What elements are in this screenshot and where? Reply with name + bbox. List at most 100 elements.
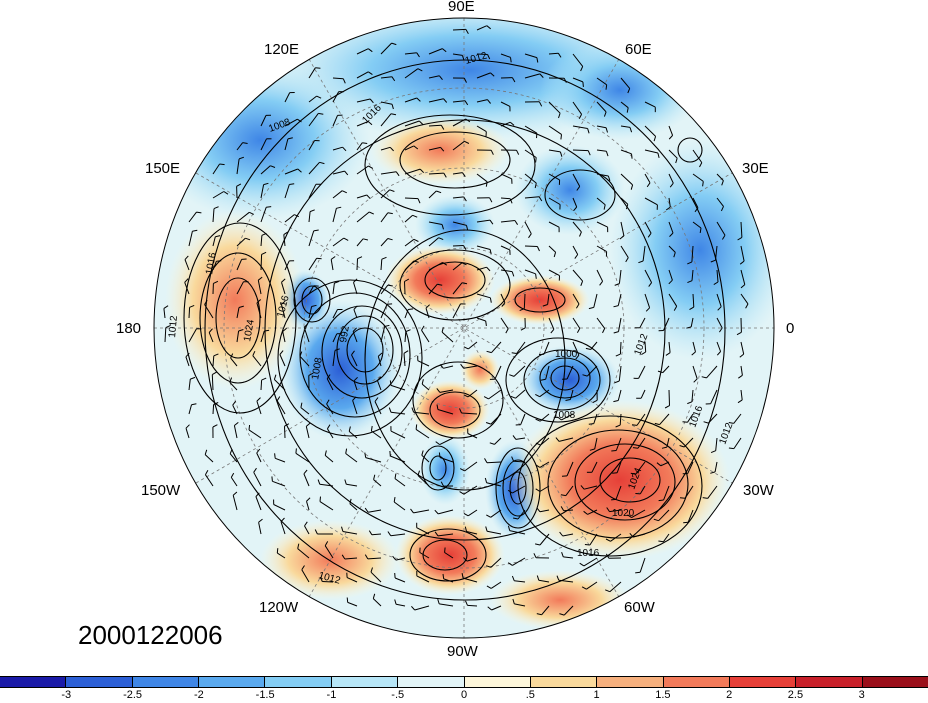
colorbar-segment <box>199 677 265 687</box>
lon-label-150e: 150E <box>145 160 180 177</box>
lon-label-30e: 30E <box>742 160 769 177</box>
wind-barb-flag <box>443 574 444 579</box>
wind-barb <box>524 294 525 309</box>
wind-barb-flag <box>320 497 321 502</box>
colorbar-segment <box>465 677 531 687</box>
wind-barb-flag <box>611 499 616 500</box>
colorbar-segment <box>730 677 796 687</box>
wind-barb-flag <box>275 453 276 458</box>
wind-barb-flag <box>445 548 446 553</box>
contour-label: 1012 <box>167 315 180 339</box>
contour-label: 1008 <box>553 410 576 421</box>
colorbar-tick-label: .5 <box>526 689 535 701</box>
wind-barb <box>453 29 466 30</box>
lon-label-30w: 30W <box>743 482 774 499</box>
wind-barb <box>620 342 621 354</box>
wind-barb-flag <box>486 321 487 326</box>
colorbar-tick-label: 3 <box>859 689 865 701</box>
lon-label-90w: 90W <box>447 643 478 660</box>
wind-barb-flag <box>683 522 688 523</box>
lon-label-120e: 120E <box>264 41 299 58</box>
wind-barb-flag <box>536 158 537 163</box>
wind-barb <box>669 390 670 406</box>
lon-label-120w: 120W <box>259 599 298 616</box>
lon-label-0: 0 <box>786 320 794 337</box>
wind-barb <box>189 307 190 318</box>
wind-barb-flag <box>606 85 607 90</box>
wind-barb <box>285 426 286 438</box>
colorbar-tick-label: -.5 <box>391 689 404 701</box>
wind-barb-flag <box>632 425 637 426</box>
wind-barb-flag <box>536 274 537 279</box>
contour-label: 1016 <box>577 548 600 559</box>
lon-label-60e: 60E <box>625 41 652 58</box>
wind-barb-flag <box>277 548 278 553</box>
wind-barb-flag <box>561 134 562 139</box>
polar-map: 1012 1008 1016 1016 1024 1012 1016 992 1… <box>0 0 928 676</box>
wind-barb-flag <box>249 425 250 430</box>
wind-barb <box>261 254 262 270</box>
wind-barb-flag <box>683 422 688 423</box>
wind-barb-flag <box>589 424 594 425</box>
colorbar-segment <box>133 677 199 687</box>
colorbar-tick-label: -1.5 <box>256 689 275 701</box>
lon-label-180: 180 <box>116 320 141 337</box>
contour-label: 1000 <box>555 349 578 360</box>
wind-barb-flag <box>680 498 685 499</box>
wind-barb-flag <box>266 207 271 208</box>
wind-barb <box>453 246 464 247</box>
wind-barb-flag <box>612 473 617 474</box>
wind-barb <box>213 405 214 415</box>
lon-label-90e: 90E <box>448 0 475 15</box>
wind-barb <box>501 198 510 199</box>
wind-barb <box>405 198 418 199</box>
wind-barb <box>405 282 406 295</box>
wind-barb-flag <box>511 57 512 62</box>
wind-barb-flag <box>315 68 320 69</box>
colorbar-tick-label: 1.5 <box>655 689 670 701</box>
contour-label: 1020 <box>612 508 635 519</box>
colorbar-segment <box>66 677 132 687</box>
wind-barb-flag <box>635 572 640 573</box>
wind-barb <box>468 605 478 606</box>
wind-barb <box>525 246 537 247</box>
wind-barb-flag <box>439 453 440 458</box>
colorbar-segment <box>332 677 398 687</box>
colorbar-tick-label: 2 <box>726 689 732 701</box>
lon-label-60w: 60W <box>624 599 655 616</box>
wind-barb <box>261 380 262 390</box>
colorbar-tick-label: -2.5 <box>123 689 142 701</box>
wind-barb-flag <box>272 476 273 481</box>
colorbar-tick-label: 1 <box>594 689 600 701</box>
wind-barb-flag <box>583 82 584 87</box>
wind-barb-flag <box>390 380 391 385</box>
wind-barb-flag <box>632 154 633 159</box>
wind-barb-flag <box>220 164 225 165</box>
wind-barb <box>564 510 573 511</box>
colorbar-segment <box>265 677 331 687</box>
wind-barb <box>333 78 343 79</box>
colorbar-tick-label: -1 <box>327 689 337 701</box>
wind-barb-flag <box>611 451 616 452</box>
wind-barb-flag <box>703 181 704 186</box>
wind-barb-flag <box>633 448 638 449</box>
colorbar-tick-label: 2.5 <box>788 689 803 701</box>
wind-barb <box>212 375 213 390</box>
wind-barb <box>573 150 588 151</box>
wind-barb-flag <box>347 598 348 603</box>
colorbar <box>0 676 928 688</box>
colorbar-segment <box>597 677 663 687</box>
wind-barb-flag <box>729 448 734 449</box>
wind-barb <box>357 259 358 270</box>
date-label: 2000122006 <box>78 620 223 651</box>
colorbar-segment <box>863 677 928 687</box>
lon-label-150w: 150W <box>141 482 180 499</box>
wind-barb-flag <box>416 424 417 429</box>
wind-barb-flag <box>585 545 590 546</box>
colorbar-tick-label: -3 <box>61 689 71 701</box>
colorbar-segment <box>531 677 597 687</box>
colorbar-segment <box>664 677 730 687</box>
wind-barb-flag <box>296 448 297 453</box>
colorbar-segment <box>398 677 464 687</box>
